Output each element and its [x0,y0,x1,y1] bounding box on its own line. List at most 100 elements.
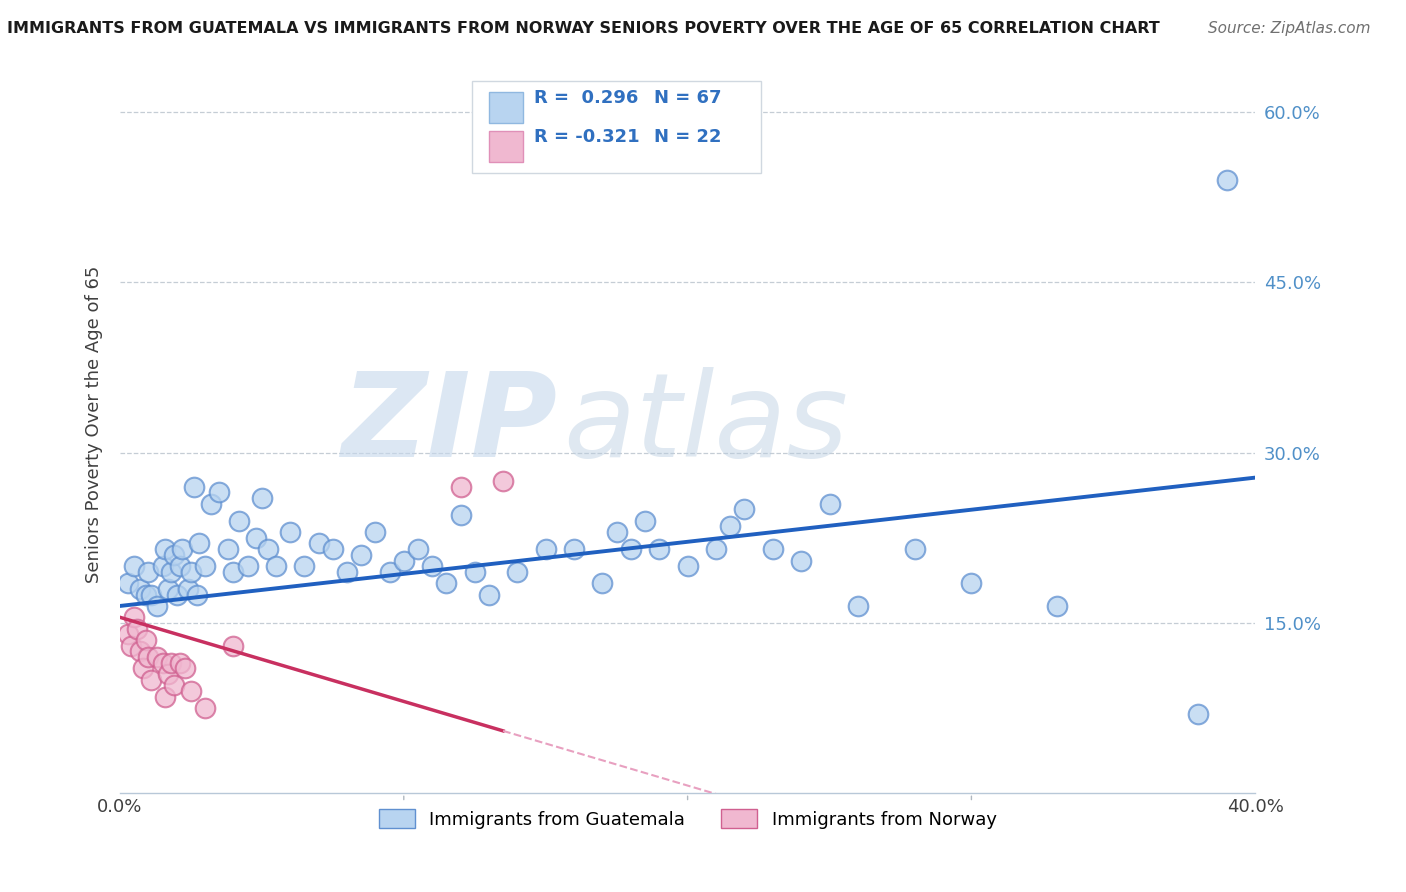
Point [138,650,160,665]
Point [236,559,259,574]
Point [350,548,373,562]
Point [172,542,194,557]
Point [146,599,169,613]
Point [160,565,183,579]
Point [960,576,983,591]
Point [141,673,163,687]
Y-axis label: Seniors Poverty Over the Age of 65: Seniors Poverty Over the Age of 65 [86,266,103,583]
Point [378,565,401,579]
Point [278,525,301,540]
Point [194,701,217,715]
Point [704,542,727,557]
Point [180,565,202,579]
Point [163,678,186,692]
Point [733,502,755,516]
Point [155,690,177,704]
Point [308,536,330,550]
Point [177,582,200,596]
Point [141,588,163,602]
Point [250,491,273,505]
Point [450,480,472,494]
Point [138,565,160,579]
Point [188,536,211,550]
Point [420,559,443,574]
Point [534,542,557,557]
Point [155,542,177,557]
Point [506,565,529,579]
Text: N = 22: N = 22 [654,128,721,146]
Point [464,565,486,579]
FancyBboxPatch shape [472,81,762,173]
Point [117,627,139,641]
Point [1187,706,1209,721]
Point [131,661,153,675]
Point [128,582,150,596]
Point [169,559,191,574]
Point [128,644,150,658]
Text: ZIP: ZIP [342,367,557,482]
Point [217,542,239,557]
Point [160,656,183,670]
Point [1216,173,1239,187]
Legend: Immigrants from Guatemala, Immigrants from Norway: Immigrants from Guatemala, Immigrants fr… [371,802,1004,836]
Point [676,559,699,574]
Text: IMMIGRANTS FROM GUATEMALA VS IMMIGRANTS FROM NORWAY SENIORS POVERTY OVER THE AGE: IMMIGRANTS FROM GUATEMALA VS IMMIGRANTS … [7,21,1160,36]
Point [718,519,741,533]
Point [434,576,457,591]
Text: atlas: atlas [562,368,848,482]
Point [591,576,613,591]
Point [364,525,387,540]
Point [117,576,139,591]
Point [256,542,278,557]
Point [174,661,197,675]
Point [406,542,429,557]
Point [648,542,671,557]
Point [450,508,472,522]
Point [183,480,205,494]
Point [122,559,145,574]
Point [762,542,785,557]
Point [336,565,359,579]
Point [180,684,202,698]
Point [166,588,188,602]
Text: N = 67: N = 67 [654,89,721,107]
Point [392,553,415,567]
Point [222,639,245,653]
Point [169,656,191,670]
Point [120,639,142,653]
Point [163,548,186,562]
Point [208,485,231,500]
Point [846,599,869,613]
Point [264,559,287,574]
Point [322,542,344,557]
Point [146,650,169,665]
Point [186,588,208,602]
Point [134,633,156,648]
Point [194,559,217,574]
Point [245,531,267,545]
Point [606,525,628,540]
Point [492,474,515,488]
Point [904,542,927,557]
Point [790,553,813,567]
Point [634,514,657,528]
Point [152,559,174,574]
Point [1045,599,1067,613]
Point [818,497,841,511]
Point [122,610,145,624]
Point [562,542,585,557]
Text: Source: ZipAtlas.com: Source: ZipAtlas.com [1208,21,1371,36]
Point [228,514,250,528]
Point [478,588,501,602]
Text: R = -0.321: R = -0.321 [534,128,640,146]
Point [200,497,222,511]
Point [125,622,148,636]
Point [157,582,180,596]
Point [134,588,156,602]
Bar [489,92,523,123]
Point [620,542,643,557]
Text: R =  0.296: R = 0.296 [534,89,638,107]
Point [222,565,245,579]
Point [294,559,316,574]
Point [152,656,174,670]
